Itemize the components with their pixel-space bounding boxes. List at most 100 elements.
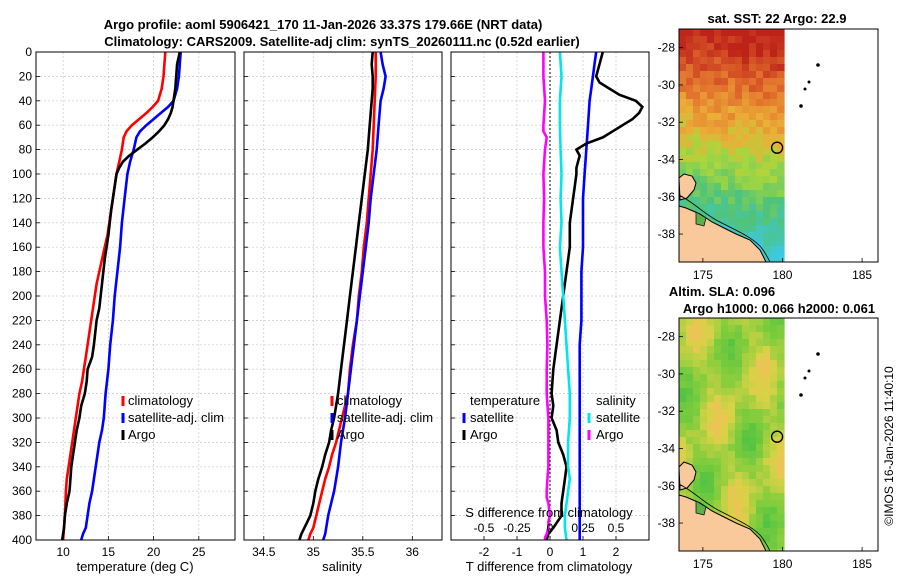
map-cell bbox=[770, 141, 778, 149]
y-tick-label: 240 bbox=[12, 338, 32, 352]
map-cell bbox=[686, 353, 694, 361]
map-cell bbox=[735, 43, 743, 51]
map-cell bbox=[686, 106, 694, 114]
map-cell bbox=[735, 162, 743, 170]
map-cell bbox=[770, 549, 778, 551]
map-cell bbox=[693, 50, 701, 58]
map-cell bbox=[742, 493, 750, 501]
s-tick-label: 0 bbox=[547, 521, 554, 535]
map-cell bbox=[693, 346, 701, 354]
map-cell bbox=[749, 507, 757, 515]
map-cell bbox=[749, 57, 757, 65]
map-cell bbox=[756, 43, 764, 51]
map-cell bbox=[728, 472, 736, 480]
map-cell bbox=[728, 339, 736, 347]
map-cell bbox=[770, 120, 778, 128]
map-cell bbox=[700, 493, 708, 501]
map-cell bbox=[756, 451, 764, 459]
map-cell bbox=[770, 113, 778, 121]
map-cell bbox=[777, 183, 785, 191]
map-cell bbox=[749, 339, 757, 347]
map-cell bbox=[686, 113, 694, 121]
map-cell bbox=[721, 148, 729, 156]
map-cell bbox=[679, 162, 687, 170]
x-tick-label: 15 bbox=[102, 545, 116, 559]
map-cell bbox=[707, 332, 715, 340]
map-cell bbox=[714, 346, 722, 354]
map-cell bbox=[756, 134, 764, 142]
map-cell bbox=[700, 113, 708, 121]
map-cell bbox=[700, 78, 708, 86]
map-cell bbox=[707, 148, 715, 156]
map-cell bbox=[693, 374, 701, 382]
map-cell bbox=[770, 190, 778, 198]
map-cell bbox=[777, 50, 785, 58]
map-cell bbox=[777, 374, 785, 382]
sla-islands bbox=[799, 352, 820, 397]
map-cell bbox=[735, 402, 743, 410]
map-cell bbox=[770, 521, 778, 529]
map-cell bbox=[714, 127, 722, 135]
map-cell bbox=[763, 197, 771, 205]
map-cell bbox=[756, 374, 764, 382]
legend-temperature-argo-label: Argo bbox=[470, 427, 497, 442]
map-cell bbox=[721, 85, 729, 93]
map-cell bbox=[763, 36, 771, 44]
map-cell bbox=[770, 43, 778, 51]
map-cell bbox=[742, 85, 750, 93]
sla-map-axes-box bbox=[678, 317, 879, 552]
map-cell bbox=[756, 71, 764, 79]
map-cell bbox=[756, 458, 764, 466]
map-cell bbox=[756, 85, 764, 93]
map-cell bbox=[700, 346, 708, 354]
legend-climatology-label: climatology bbox=[337, 393, 403, 408]
map-cell bbox=[749, 437, 757, 445]
map-cell bbox=[721, 451, 729, 459]
y-tick-label: 200 bbox=[12, 289, 32, 303]
map-cell bbox=[728, 148, 736, 156]
map-cell bbox=[749, 71, 757, 79]
map-cell bbox=[735, 36, 743, 44]
map-cell bbox=[770, 260, 778, 262]
map-cell bbox=[700, 367, 708, 375]
map-cell bbox=[721, 346, 729, 354]
map-cell bbox=[679, 57, 687, 65]
map-cell bbox=[756, 521, 764, 529]
map-cell bbox=[763, 260, 771, 262]
difference-salinity-argo-line bbox=[542, 52, 552, 540]
map-cell bbox=[700, 197, 708, 205]
map-cell bbox=[728, 381, 736, 389]
map-cell bbox=[777, 444, 785, 452]
map-cell bbox=[728, 71, 736, 79]
map-cell bbox=[693, 162, 701, 170]
map-cell bbox=[756, 50, 764, 58]
salinity-legend: climatology satellite-adj. clim Argo bbox=[330, 393, 433, 442]
map-cell bbox=[707, 71, 715, 79]
map-cell bbox=[742, 113, 750, 121]
map-cell bbox=[749, 486, 757, 494]
map-cell bbox=[721, 332, 729, 340]
map-cell bbox=[735, 211, 743, 219]
map-cell bbox=[686, 71, 694, 79]
map-cell bbox=[693, 29, 701, 37]
map-cell bbox=[777, 472, 785, 480]
map-cell bbox=[679, 360, 687, 368]
map-cell bbox=[700, 64, 708, 72]
map-cell bbox=[735, 225, 743, 233]
map-cell bbox=[728, 85, 736, 93]
map-cell bbox=[770, 36, 778, 44]
argo-float-marker bbox=[770, 430, 784, 443]
map-cell bbox=[700, 339, 708, 347]
x-tick-label: 175 bbox=[693, 557, 713, 571]
legend-temperature-title: temperature bbox=[470, 393, 540, 408]
map-cell bbox=[770, 381, 778, 389]
map-cell bbox=[749, 458, 757, 466]
map-cell bbox=[700, 176, 708, 184]
salinity-satellite-clim-line bbox=[321, 52, 387, 540]
map-cell bbox=[770, 423, 778, 431]
map-cell bbox=[700, 29, 708, 37]
map-cell bbox=[686, 486, 694, 494]
map-cell bbox=[714, 332, 722, 340]
map-cell bbox=[728, 141, 736, 149]
map-cell bbox=[714, 388, 722, 396]
